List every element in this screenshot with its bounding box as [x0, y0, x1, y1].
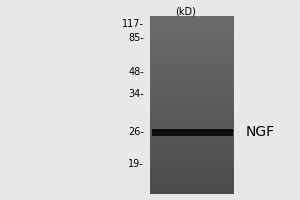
Text: 85-: 85-	[128, 33, 144, 43]
Text: 48-: 48-	[128, 67, 144, 77]
Text: (kD): (kD)	[176, 6, 197, 16]
Bar	[152, 129, 232, 136]
Text: NGF: NGF	[246, 125, 275, 139]
Text: 26-: 26-	[128, 127, 144, 137]
Text: 19-: 19-	[128, 159, 144, 169]
Text: 117-: 117-	[122, 19, 144, 29]
Text: 34-: 34-	[128, 89, 144, 99]
